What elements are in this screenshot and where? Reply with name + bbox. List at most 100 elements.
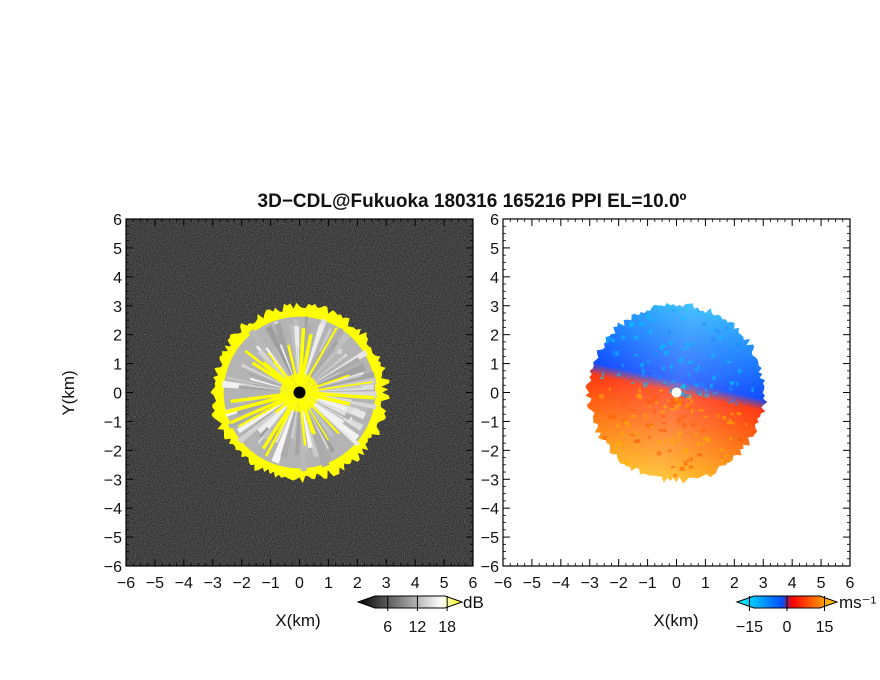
reflectivity-xtick-label: −3 xyxy=(204,575,222,592)
velocity-speckle xyxy=(669,341,673,346)
velocity-speckle xyxy=(729,458,733,461)
reflectivity-ytick-label: −6 xyxy=(104,559,122,576)
velocity-speckle xyxy=(664,350,669,356)
velocity-speckle xyxy=(659,389,663,392)
velocity-speckle xyxy=(685,386,690,391)
velocity-speckle xyxy=(658,429,663,432)
velocity-speckle xyxy=(683,385,687,389)
velocity-speckle xyxy=(652,340,656,345)
velocity-xtick-label: 0 xyxy=(672,575,681,592)
echo-streak xyxy=(301,327,344,389)
reflectivity-axes: −6 −5 −4 −3 −2 −1 0 1 2 3 4 5 6 6 5 4 3 2 1 0 −1 −2 −3 −4 −5 −6 xyxy=(104,212,478,592)
velocity-speckle xyxy=(730,421,736,425)
velocity-speckle xyxy=(690,457,693,462)
velocity-speckle xyxy=(610,338,616,343)
velocity-ytick-label: −5 xyxy=(481,530,499,547)
reflectivity-xtick-label: 4 xyxy=(411,575,420,592)
velocity-speckle xyxy=(678,360,683,363)
velocity-speckle xyxy=(661,343,666,348)
velocity-speckle xyxy=(674,404,679,410)
velocity-speckle xyxy=(616,441,622,446)
velocity-speckle xyxy=(709,383,713,389)
echo-streak xyxy=(240,363,296,391)
velocity-speckle xyxy=(647,361,651,365)
velocity-speckle xyxy=(670,400,675,404)
velocity-speckle xyxy=(678,430,683,435)
velocity-ytick-label: 4 xyxy=(490,270,499,287)
velocity-ytick-label: 3 xyxy=(490,299,499,316)
velocity-colorbar: −15 0 15 ms⁻¹ xyxy=(735,593,877,636)
velocity-speckle xyxy=(688,465,693,469)
echo-streak xyxy=(236,394,296,434)
velocity-xtick-label: 4 xyxy=(788,575,797,592)
velocity-speckle xyxy=(704,387,707,392)
velocity-speckle xyxy=(679,400,684,406)
velocity-speckle xyxy=(640,363,645,368)
colorbar-db-bar xyxy=(356,595,464,609)
velocity-speckle xyxy=(751,387,754,393)
velocity-speckle xyxy=(670,466,675,469)
velocity-speckle xyxy=(705,438,711,443)
velocity-speckle xyxy=(719,344,722,347)
reflectivity-xtick-label: 6 xyxy=(469,575,478,592)
velocity-speckle xyxy=(670,441,674,445)
reflectivity-ytick-label: −4 xyxy=(104,501,122,518)
velocity-speckle xyxy=(680,336,684,339)
echo-streak xyxy=(303,355,358,391)
velocity-speckle xyxy=(650,423,654,426)
velocity-speckle xyxy=(736,412,742,416)
velocity-speckle xyxy=(653,409,656,414)
velocity-speckle xyxy=(711,337,716,341)
velocity-speckle xyxy=(659,345,663,351)
velocity-speckle xyxy=(643,383,648,388)
velocity-speckle xyxy=(719,356,724,360)
velocity-speckle xyxy=(629,335,632,340)
velocity-speckle xyxy=(670,437,674,442)
velocity-speckle xyxy=(711,353,715,358)
velocity-speckle xyxy=(710,328,713,331)
velocity-speckle xyxy=(683,448,688,454)
velocity-speckle xyxy=(719,360,724,364)
db-cb-label: 6 xyxy=(383,619,392,636)
velocity-speckle xyxy=(726,360,731,364)
velocity-speckle xyxy=(667,329,672,334)
velocity-speckle xyxy=(697,453,702,457)
colorbar-ms-unit: ms⁻¹ xyxy=(839,593,877,612)
echo-streak xyxy=(274,322,299,389)
velocity-speckle xyxy=(712,375,717,381)
velocity-speckle xyxy=(713,328,717,332)
velocity-speckle xyxy=(730,412,734,416)
velocity-speckle xyxy=(696,441,701,447)
velocity-speckle xyxy=(616,424,620,428)
velocity-speckle xyxy=(687,405,692,411)
velocity-speckle xyxy=(698,409,704,412)
velocity-speckle xyxy=(683,460,688,466)
velocity-speckle xyxy=(623,420,628,424)
echo-streak xyxy=(265,325,298,389)
echo-streak xyxy=(303,377,377,392)
reflectivity-ytick-label: 1 xyxy=(113,357,122,374)
velocity-speckle xyxy=(663,405,667,409)
velocity-speckle xyxy=(646,314,650,319)
velocity-speckle xyxy=(613,414,617,419)
velocity-speckle xyxy=(704,393,710,398)
reflectivity-ytick-label: 5 xyxy=(113,241,122,258)
db-cb-label: 12 xyxy=(409,619,427,636)
velocity-speckle xyxy=(621,363,624,367)
velocity-speckle xyxy=(670,404,674,410)
reflectivity-xlabel: X(km) xyxy=(275,611,320,630)
db-cb-label: 18 xyxy=(438,619,456,636)
velocity-speckle xyxy=(696,389,701,395)
velocity-ytick-label: −3 xyxy=(481,472,499,489)
velocity-speckle xyxy=(694,383,699,387)
velocity-speckle xyxy=(608,414,613,419)
velocity-ytick-label: −6 xyxy=(481,559,499,576)
velocity-speckle xyxy=(690,399,694,404)
velocity-speckle xyxy=(643,381,648,385)
velocity-speckle xyxy=(675,401,680,404)
velocity-speckle xyxy=(729,387,733,392)
velocity-speckle xyxy=(756,365,761,370)
velocity-speckle xyxy=(603,340,609,344)
velocity-speckle xyxy=(612,351,617,357)
velocity-xtick-label: −2 xyxy=(610,575,628,592)
